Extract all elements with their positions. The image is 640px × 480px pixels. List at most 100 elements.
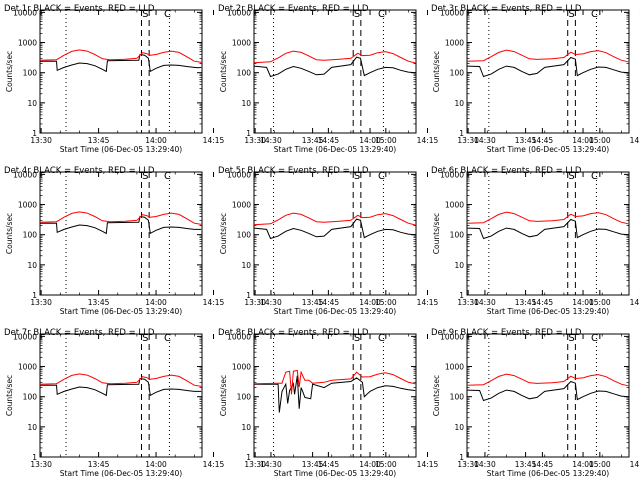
panel-title: Det 7r BLACK = Events, RED = LLD (4, 328, 155, 338)
y-tick-label: 100 (237, 393, 252, 402)
x-tick-label: 13:30 (30, 136, 52, 145)
detector-panel-8: Det 8r BLACK = Events, RED = LLD 1 10 100 10… (218, 328, 611, 478)
series-line-events (466, 218, 629, 240)
y-axis-label: Counts/sec (432, 213, 441, 254)
x-tick-label: 14:15 (417, 460, 439, 469)
y-tick-label: 1 (459, 291, 464, 300)
x-axis-label: Start Time (06-Dec-05 13:29:40) (60, 145, 182, 154)
x-tick-label: 14:30 (260, 298, 282, 307)
x-axis-label: Start Time (06-Dec-05 13:29:40) (274, 469, 396, 478)
x-tick-label: 13:45 (88, 460, 110, 469)
y-axis-label: Counts/sec (5, 51, 14, 92)
x-axis-label: Start Time (06-Dec-05 13:29:40) (487, 307, 609, 316)
series-line-events (254, 375, 416, 413)
y-tick-label: 10 (454, 423, 464, 432)
x-tick-label: 13:45 (302, 298, 324, 307)
x-tick-label: 13:30 (457, 298, 479, 307)
y-tick-label: 1 (459, 129, 464, 138)
x-tick-label: 14:15 (203, 460, 225, 469)
detector-panel-1: Det 1r BLACK = Events, RED = LLD 1 10 100 10… (4, 4, 397, 154)
marker-label-s: S (354, 9, 360, 20)
x-tick-label: 14:00 (572, 136, 594, 145)
y-tick-label: 10000 (13, 8, 37, 17)
plot-frame (466, 333, 630, 458)
marker-label-c: C (164, 9, 171, 20)
y-tick-label: 1 (246, 291, 251, 300)
x-tick-label: 14:45 (532, 460, 554, 469)
series-line-events (466, 56, 629, 78)
series-line-lld (253, 50, 416, 64)
series-line-lld (466, 211, 629, 225)
x-axis-label: Start Time (06-Dec-05 13:29:40) (487, 469, 609, 478)
y-tick-label: 10 (454, 261, 464, 270)
y-tick-label: 100 (23, 393, 38, 402)
x-tick-label: 14:15 (630, 136, 640, 145)
marker-label-c: C (591, 171, 598, 182)
x-tick-label: 14:45 (532, 136, 554, 145)
detector-panel-6: Det 6r BLACK = Events, RED = LLD 1 10 100 10… (431, 166, 640, 316)
plot-frame (253, 171, 417, 296)
marker-label-s: S (142, 333, 148, 344)
detector-panel-3: Det 3r BLACK = Events, RED = LLD 1 10 100 10… (431, 4, 640, 154)
series-line-lld (253, 369, 416, 395)
panel-title: Det 4r BLACK = Events, RED = LLD (4, 166, 155, 176)
marker-label-c: C (591, 333, 598, 344)
y-tick-label: 10000 (227, 170, 251, 179)
y-tick-label: 10 (27, 423, 37, 432)
series-line-lld (466, 373, 629, 387)
detector-panel-2: Det 2r BLACK = Events, RED = LLD 1 10 100 10… (218, 4, 611, 154)
x-tick-label: 14:00 (572, 460, 594, 469)
marker-label-s: S (354, 333, 360, 344)
x-tick-label: 13:45 (515, 460, 537, 469)
x-tick-label: 13:30 (30, 298, 52, 307)
x-tick-label: 13:45 (515, 298, 537, 307)
y-axis-label: Counts/sec (432, 51, 441, 92)
y-tick-label: 10000 (440, 332, 464, 341)
y-tick-label: 100 (450, 393, 465, 402)
x-tick-label: 14:30 (474, 298, 496, 307)
y-tick-label: 100 (23, 231, 38, 240)
x-tick-label: 13:45 (302, 460, 324, 469)
x-tick-label: 14:45 (532, 298, 554, 307)
marker-label-s: S (354, 171, 360, 182)
y-tick-label: 1000 (18, 363, 37, 372)
panel-title: Det 9r BLACK = Events, RED = LLD (431, 328, 582, 338)
x-tick-label: 13:30 (244, 460, 266, 469)
plot-frame (466, 171, 630, 296)
series-line-events (253, 218, 416, 240)
x-tick-label: 14:15 (203, 136, 225, 145)
x-tick-label: 14:30 (260, 136, 282, 145)
x-tick-label: 13:45 (302, 136, 324, 145)
series-line-events (466, 380, 629, 402)
detector-panel-5: Det 5r BLACK = Events, RED = LLD 1 10 100 10… (218, 166, 611, 316)
series-line-events (40, 377, 202, 397)
x-tick-label: 14:15 (417, 298, 439, 307)
panel-title: Det 5r BLACK = Events, RED = LLD (218, 166, 369, 176)
y-tick-label: 1000 (445, 363, 464, 372)
y-tick-label: 10 (27, 99, 37, 108)
x-tick-label: 14:30 (474, 136, 496, 145)
marker-label-c: C (164, 171, 171, 182)
series-line-lld (39, 211, 202, 225)
marker-label-s: S (142, 171, 148, 182)
y-tick-label: 100 (450, 69, 465, 78)
y-axis-label: Counts/sec (219, 375, 228, 416)
x-tick-label: 14:30 (260, 460, 282, 469)
x-tick-label: 14:15 (417, 136, 439, 145)
y-tick-label: 1000 (232, 39, 251, 48)
x-tick-label: 15:00 (375, 136, 397, 145)
marker-label-c: C (378, 9, 385, 20)
y-axis-label: Counts/sec (432, 375, 441, 416)
y-tick-label: 1000 (445, 201, 464, 210)
marker-label-s: S (142, 9, 148, 20)
series-line-lld (39, 373, 202, 387)
x-tick-label: 13:30 (457, 460, 479, 469)
x-tick-label: 15:00 (589, 460, 611, 469)
y-axis-label: Counts/sec (5, 213, 14, 254)
y-tick-label: 10000 (13, 170, 37, 179)
x-axis-label: Start Time (06-Dec-05 13:29:40) (274, 307, 396, 316)
y-tick-label: 100 (450, 231, 465, 240)
series-line-lld (466, 49, 629, 63)
panel-title: Det 1r BLACK = Events, RED = LLD (4, 4, 155, 14)
x-tick-label: 15:00 (589, 298, 611, 307)
